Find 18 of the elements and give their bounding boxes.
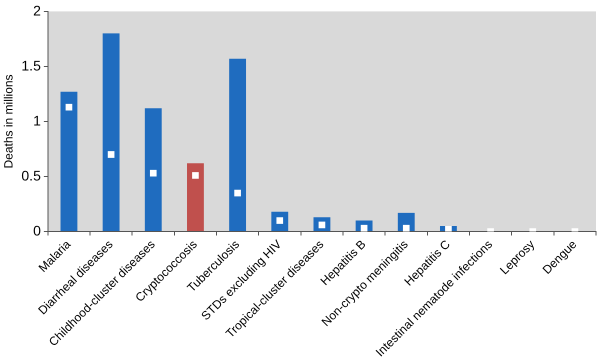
bar	[60, 92, 78, 232]
y-axis-title: Deaths in millions	[2, 74, 16, 168]
y-tick-label: 1	[33, 112, 42, 128]
bar	[187, 163, 204, 232]
bar	[102, 33, 120, 232]
point	[108, 151, 114, 158]
bar	[144, 108, 162, 232]
point	[234, 190, 241, 196]
y-tick-label: 1.5	[21, 57, 42, 74]
point	[192, 172, 199, 179]
point	[445, 226, 452, 232]
y-tick-label: 0.5	[21, 167, 42, 184]
point	[66, 104, 72, 110]
point	[402, 224, 410, 232]
y-tick-label: 0	[33, 222, 42, 238]
bar	[229, 58, 246, 232]
y-tick-label: 2	[33, 2, 42, 18]
point	[150, 170, 157, 177]
